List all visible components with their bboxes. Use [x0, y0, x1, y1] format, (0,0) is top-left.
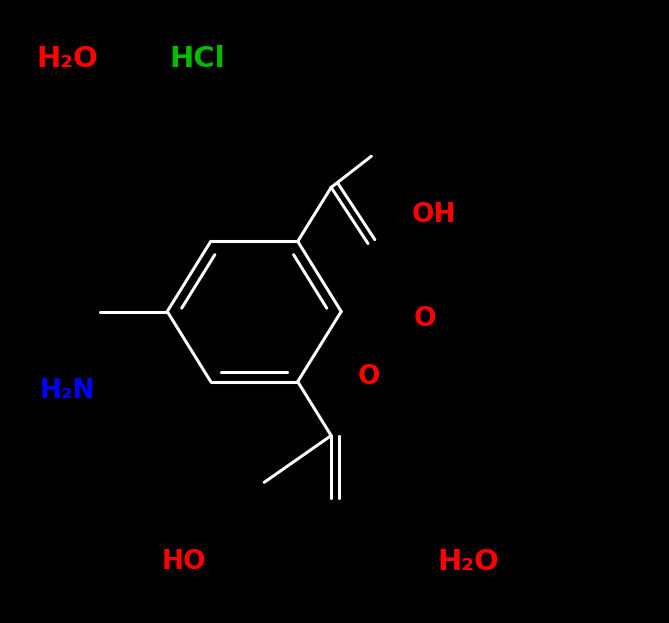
- Text: HCl: HCl: [169, 45, 225, 73]
- Text: HO: HO: [162, 549, 206, 575]
- Text: O: O: [413, 306, 436, 332]
- Text: H₂N: H₂N: [39, 378, 94, 404]
- Text: O: O: [358, 364, 381, 390]
- Text: H₂O: H₂O: [36, 45, 98, 73]
- Text: H₂O: H₂O: [438, 548, 499, 576]
- Text: OH: OH: [411, 202, 456, 228]
